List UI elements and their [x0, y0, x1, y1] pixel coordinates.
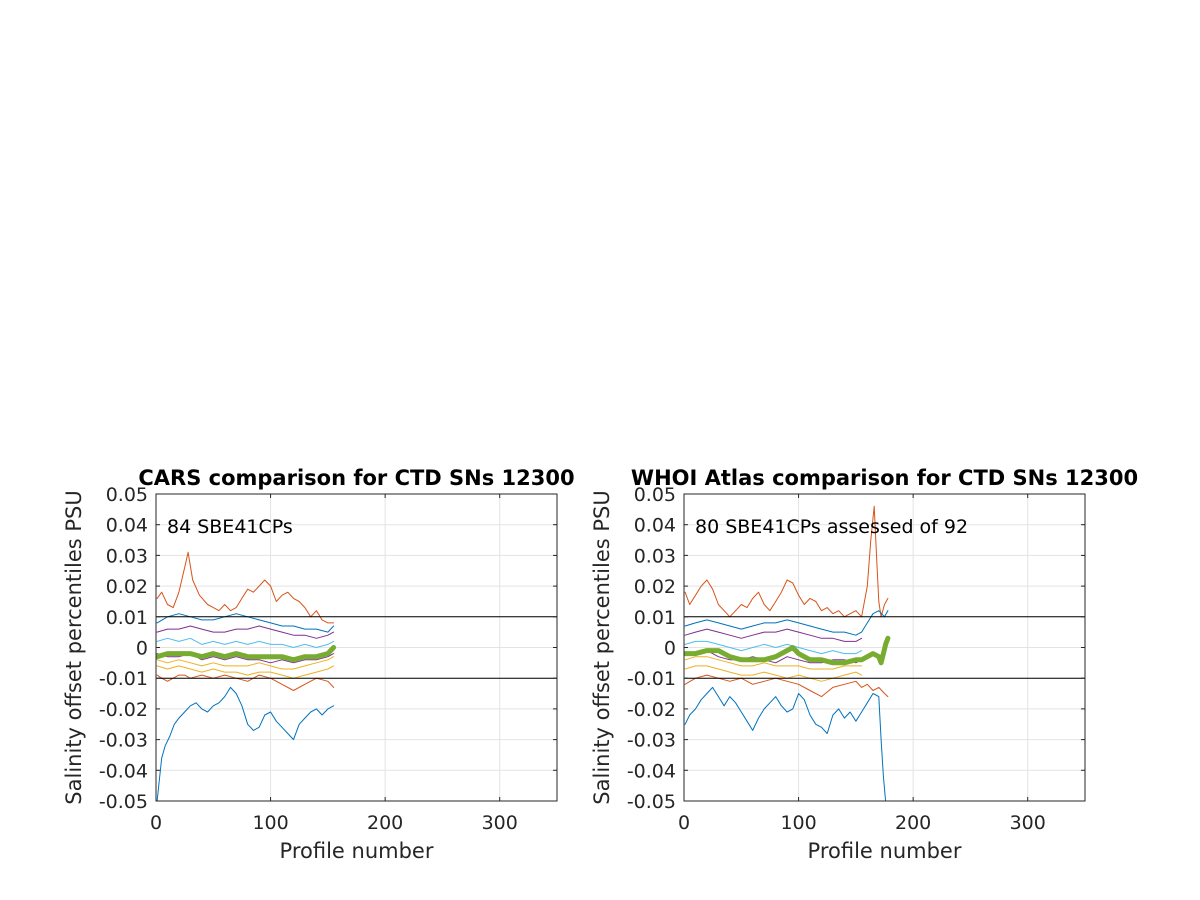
chart-title: CARS comparison for CTD SNs 12300 — [138, 466, 574, 490]
y-tick-label: 0.02 — [634, 576, 676, 598]
sensor-count-annotation: 84 SBE41CPs — [167, 516, 293, 538]
y-tick-label: 0.05 — [106, 484, 148, 506]
x-tick-label: 100 — [252, 812, 288, 834]
percentile-line — [684, 610, 889, 636]
chart-title: WHOI Atlas comparison for CTD SNs 12300 — [631, 466, 1138, 490]
percentile-line — [684, 665, 863, 682]
y-tick-label: -0.01 — [627, 668, 676, 690]
median-offset-line — [684, 635, 891, 666]
series-group — [156, 551, 337, 801]
y-tick-label: 0 — [136, 638, 148, 660]
x-axis-label: Profile number — [808, 839, 962, 863]
y-axis-label: Salinity offset percentiles PSU — [590, 490, 614, 804]
y-tick-label: -0.04 — [99, 760, 148, 782]
y-tick-label: -0.05 — [627, 791, 676, 813]
x-tick-label: 0 — [678, 812, 690, 834]
x-tick-label: 300 — [482, 812, 518, 834]
percentile-line — [684, 640, 863, 655]
y-tick-label: 0.04 — [106, 515, 148, 537]
median-offset-line — [156, 645, 337, 663]
x-tick-label: 300 — [1010, 812, 1046, 834]
y-tick-label: -0.03 — [99, 730, 148, 752]
y-tick-label: 0.01 — [634, 607, 676, 629]
percentile-line — [684, 656, 863, 670]
percentile-line — [684, 628, 863, 642]
whoi-atlas-comparison-axes: 0 100 200 300 0.05 0.04 0.03 0.02 0.01 0 -0.01 -0.0… — [590, 466, 1138, 863]
x-tick-label: 200 — [367, 812, 403, 834]
y-tick-label: -0.04 — [627, 760, 676, 782]
y-tick-label: -0.05 — [99, 791, 148, 813]
percentile-line — [684, 674, 889, 698]
percentile-line — [156, 656, 335, 670]
y-tick-label: 0.04 — [634, 515, 676, 537]
series-group — [684, 505, 891, 801]
y-tick-label: -0.02 — [99, 699, 148, 721]
percentile-line — [156, 686, 335, 801]
x-tick-label: 200 — [895, 812, 931, 834]
x-axis-label: Profile number — [280, 839, 434, 863]
percentile-line — [684, 686, 887, 801]
sensor-count-annotation: 80 SBE41CPs assessed of 92 — [695, 516, 968, 538]
x-tick-label: 0 — [150, 812, 162, 834]
y-tick-label: -0.02 — [627, 699, 676, 721]
cars-comparison-axes: 0 100 200 300 0.05 0.04 0.03 0.02 0.01 0 -0.01 -0.0… — [62, 466, 575, 863]
percentile-line — [156, 665, 335, 679]
y-tick-label: 0.01 — [106, 607, 148, 629]
y-tick-label: 0.03 — [106, 545, 148, 567]
percentile-line — [156, 674, 335, 691]
percentile-line — [156, 637, 335, 648]
percentile-line — [156, 551, 335, 624]
y-tick-label: 0 — [664, 638, 676, 660]
y-tick-label: -0.01 — [99, 668, 148, 690]
y-axis-label: Salinity offset percentiles PSU — [62, 490, 86, 804]
percentile-line — [684, 650, 863, 664]
percentile-line — [684, 505, 889, 618]
y-tick-label: -0.03 — [627, 730, 676, 752]
y-tick-label: 0.05 — [634, 484, 676, 506]
x-tick-label: 100 — [780, 812, 816, 834]
y-tick-label: 0.03 — [634, 545, 676, 567]
percentile-line — [156, 625, 335, 639]
y-tick-label: 0.02 — [106, 576, 148, 598]
